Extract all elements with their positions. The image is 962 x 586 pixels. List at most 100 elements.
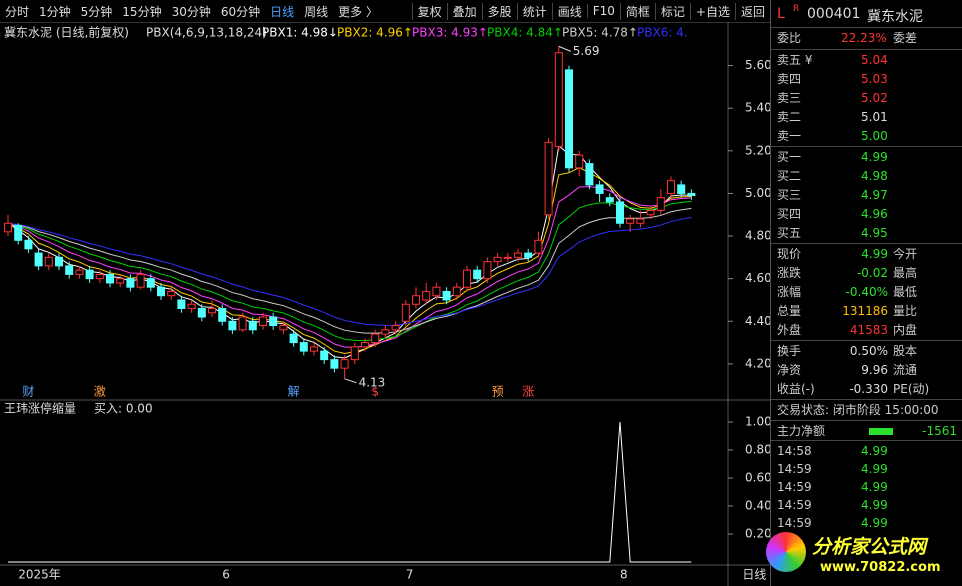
- candle-body: [687, 192, 696, 197]
- quote-row: 买一 4.99: [771, 148, 962, 167]
- label: 委比: [777, 31, 802, 45]
- candle-body: [554, 52, 563, 148]
- quote-row: 卖三 5.02: [771, 89, 962, 108]
- label: 收益(-): [777, 382, 815, 396]
- value: 4.99: [861, 480, 888, 494]
- toolbar-button[interactable]: F10: [586, 4, 620, 18]
- separator: [771, 49, 962, 50]
- quote-row: 涨跌 -0.02 最高: [771, 264, 962, 283]
- legend-item: PBX5: 4.78↑: [562, 26, 638, 40]
- date-label: 日线: [742, 568, 766, 582]
- candle-body: [340, 359, 349, 369]
- separator: [771, 243, 962, 244]
- pbx-line: [7, 186, 692, 348]
- label: 买四: [777, 207, 802, 221]
- candle-body: [218, 308, 227, 322]
- toolbar-button[interactable]: 30分钟: [171, 4, 211, 19]
- candle-body: [483, 261, 492, 280]
- date-label: 8: [620, 568, 628, 582]
- value: 0.50%: [849, 344, 888, 358]
- y-tick-label: 0.40: [745, 499, 770, 513]
- quote-row: 14:58 4.99: [771, 442, 962, 461]
- candle-body: [106, 273, 114, 284]
- legend-item: PBX1: 4.98↓: [262, 26, 338, 40]
- value: -0.02: [856, 266, 888, 280]
- candle-body: [524, 252, 533, 258]
- toolbar-button[interactable]: 复权: [411, 2, 447, 20]
- quote-row: 14:59 4.99: [771, 478, 962, 497]
- quote-row: 买四 4.96: [771, 205, 962, 224]
- toolbar-button[interactable]: 统计: [516, 2, 552, 20]
- pbx-line: [7, 216, 692, 326]
- quote-row: 外盘 41583 内盘: [771, 321, 962, 340]
- candle-body: [656, 197, 665, 211]
- toolbar-button[interactable]: 分时: [5, 4, 30, 19]
- logo: [766, 532, 806, 572]
- candle-body: [371, 333, 380, 344]
- label: 总量: [777, 304, 802, 318]
- label: 最高: [893, 266, 918, 280]
- quote-row: 涨幅 -0.40% 最低: [771, 283, 962, 302]
- candle-body: [136, 273, 145, 288]
- toolbar-button[interactable]: 周线: [304, 4, 329, 19]
- label: 股本: [893, 344, 918, 358]
- toolbar-button[interactable]: 15分钟: [122, 4, 162, 19]
- quote-row: 卖五 ¥ 5.04: [771, 51, 962, 70]
- toolbar-button[interactable]: 1分钟: [39, 4, 71, 19]
- toolbar-button[interactable]: +自选: [689, 2, 735, 20]
- candle-body: [667, 180, 675, 194]
- label: 最低: [893, 285, 918, 299]
- candle-body: [605, 197, 614, 203]
- candle-body: [565, 69, 573, 169]
- candle-body: [55, 256, 63, 267]
- toolbar-button[interactable]: 返回: [734, 2, 770, 20]
- time: 14:58: [777, 444, 812, 458]
- candle-body: [350, 346, 359, 361]
- value: 4.95: [861, 226, 888, 240]
- toolbar: 分时 1分钟 5分钟 15分钟 30分钟 60分钟 日线 周线 更多 〉 复权 叠加 多股 统计 画线 F1…: [0, 0, 770, 23]
- y-tick-label: 4.60: [745, 271, 770, 285]
- y-tick-label: 5.20: [745, 143, 770, 157]
- candle-body: [677, 184, 686, 194]
- sub-title: 王玮涨停缩量: [4, 401, 76, 416]
- toolbar-button[interactable]: 60分钟: [220, 4, 261, 19]
- label: 流通: [893, 363, 918, 377]
- candle-body: [452, 286, 461, 297]
- candle-body: [299, 342, 308, 352]
- label: 买五: [777, 226, 802, 240]
- quote-row: 14:59 4.99: [771, 496, 962, 515]
- event-marker: 涨: [522, 384, 534, 399]
- quote-row: 买二 4.98: [771, 167, 962, 186]
- toolbar-button[interactable]: 叠加: [446, 2, 482, 20]
- stock-code: 000401: [807, 6, 861, 22]
- toolbar-button[interactable]: 5分钟: [80, 4, 113, 19]
- candle-body: [575, 154, 584, 169]
- label: 主力净额: [777, 424, 826, 438]
- value: 4.99: [861, 444, 888, 458]
- value: 4.98: [861, 169, 888, 183]
- label: 量比: [893, 304, 918, 318]
- candle-body: [463, 269, 471, 288]
- quote-row: 现价 4.99 今开: [771, 245, 962, 264]
- value: 5.03: [861, 72, 888, 86]
- candle-body: [330, 359, 339, 369]
- toolbar-button[interactable]: 日线: [270, 4, 295, 19]
- value: 4.99: [861, 150, 888, 164]
- toolbar-button[interactable]: 标记: [654, 2, 690, 20]
- time: 14:59: [777, 516, 812, 530]
- toolbar-button[interactable]: 更多 〉: [338, 4, 378, 19]
- sub-buy: 买入: 0.00: [94, 402, 153, 416]
- y-tick-label: 1.00: [745, 415, 770, 429]
- candle-body: [442, 290, 451, 301]
- legend-item: PBX3: 4.93↑: [412, 26, 488, 40]
- time: 14:59: [777, 498, 812, 512]
- indicator-label[interactable]: PBX(4,6,9,13,18,24): [146, 26, 267, 40]
- toolbar-button[interactable]: 简框: [619, 2, 655, 20]
- quote-row: 买五 4.95: [771, 224, 962, 243]
- candle-body: [167, 290, 176, 297]
- toolbar-button[interactable]: 多股: [481, 2, 517, 20]
- pbx-line: [7, 207, 692, 334]
- toolbar-button[interactable]: 画线: [551, 2, 587, 20]
- candle-body: [544, 141, 553, 216]
- value: 4.96: [861, 207, 888, 221]
